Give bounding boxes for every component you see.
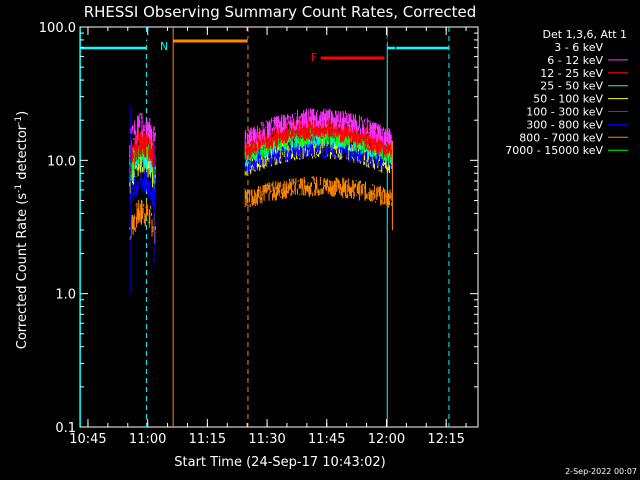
x-tick-label: 12:00 [368,432,405,447]
x-tick-label: 11:30 [248,432,285,447]
upper-trace-3 [318,36,395,44]
chart-title: RHESSI Observing Summary Count Rates, Co… [84,3,477,21]
upper-trace-1 [135,33,156,41]
x-tick-label: 11:45 [308,432,345,447]
f-annotation: F [311,51,317,64]
legend-label-4: 50 - 100 keV [533,93,603,106]
legend-label-0: 3 - 6 keV [554,41,603,54]
x-axis-label: Start Time (24-Sep-17 10:43:02) [174,455,385,470]
legend-label-3: 25 - 50 keV [540,80,603,93]
n-annotation: N [160,40,168,53]
legend-label-2: 12 - 25 keV [540,67,603,80]
legend-label-7: 800 - 7000 keV [519,131,603,144]
axes: 10:45 11:00 11:15 11:30 11:45 12:00 12:15 0.1 1.… [39,21,478,447]
legend-title: Det 1,3,6, Att 1 [543,28,627,41]
y-tick-label: 1.0 [55,288,76,303]
trace-1-seg2 [244,108,393,150]
plot-frame [79,26,479,428]
y-tick-label: 10.0 [47,154,76,169]
upper-trace-2 [247,37,320,45]
time-markers [79,27,450,427]
x-tick-label: 11:15 [189,432,226,447]
y-axis-label: Corrected Count Rate (s-1 detector-1) [14,111,30,349]
trace-7-seg1 [129,199,156,244]
x-tick-label: 12:15 [427,432,464,447]
y-tick-label: 100.0 [39,21,76,36]
trace-7-seg2 [244,176,393,208]
count-rate-traces [129,33,397,294]
legend-label-1: 6 - 12 keV [547,54,603,67]
legend-label-8: 7000 - 15000 keV [505,144,603,157]
y-tick-label: 0.1 [55,421,76,436]
trace-6-seg1 [129,168,156,210]
x-tick-label: 11:00 [129,432,166,447]
legend-label-5: 100 - 300 keV [526,106,603,119]
trace-5-seg1 [129,129,156,174]
footer-date: 2-Sep-2022 00:07 [565,467,637,476]
x-tick-label: 10:45 [69,432,106,447]
trace-1-seg1 [129,112,156,157]
legend-label-6: 300 - 800 keV [526,118,603,131]
